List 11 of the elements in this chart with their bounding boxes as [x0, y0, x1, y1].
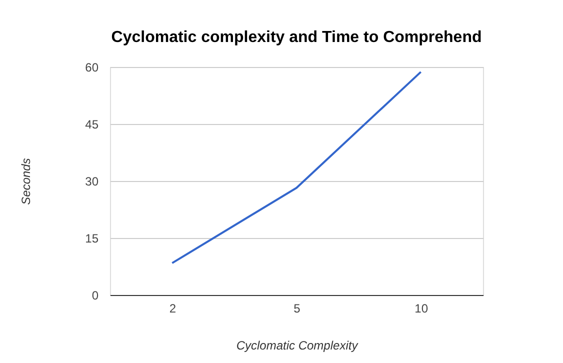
x-axis-title: Cyclomatic Complexity: [236, 338, 359, 352]
y-tick-label: 60: [85, 60, 99, 74]
y-tick-label: 0: [92, 288, 99, 302]
y-tick-label: 45: [85, 118, 99, 132]
y-axis-title: Seconds: [19, 158, 34, 205]
y-tick-label: 15: [85, 232, 99, 246]
y-tick-label: 30: [85, 174, 99, 188]
chart-title: Cyclomatic complexity and Time to Comprehend: [111, 29, 482, 46]
x-tick-label: 5: [294, 302, 301, 316]
x-tick-label: 10: [414, 302, 428, 316]
x-tick-label: 2: [169, 302, 176, 316]
